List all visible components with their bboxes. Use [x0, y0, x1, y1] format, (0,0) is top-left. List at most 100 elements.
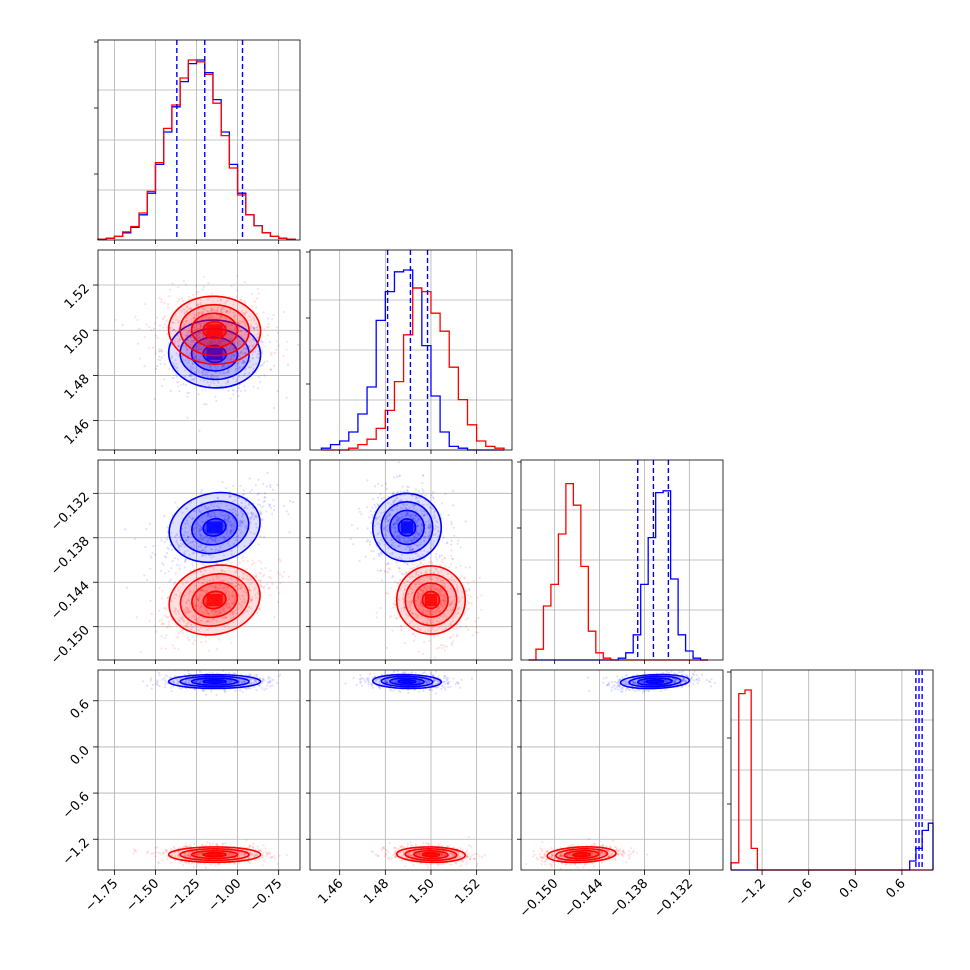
- sample-point: [251, 488, 254, 491]
- sample-point: [186, 531, 189, 534]
- sample-point: [237, 575, 241, 579]
- panel-frame: [97, 39, 301, 241]
- sample-point: [218, 342, 222, 345]
- sample-point: [230, 641, 233, 644]
- sample-point: [224, 589, 227, 592]
- sample-point: [206, 536, 209, 539]
- sample-point: [167, 303, 170, 306]
- sample-point: [413, 513, 416, 517]
- sample-point: [357, 507, 361, 510]
- sample-point: [432, 635, 436, 638]
- sample-point: [395, 558, 398, 561]
- sample-point: [175, 612, 178, 615]
- sample-point: [219, 299, 222, 302]
- sample-point: [244, 300, 247, 304]
- sample-point: [419, 508, 422, 512]
- sample-point: [174, 535, 177, 538]
- sample-point: [222, 307, 225, 310]
- sample-point: [266, 334, 269, 337]
- sample-point: [184, 283, 187, 286]
- sample-point: [396, 515, 399, 518]
- sample-point: [214, 322, 217, 325]
- sample-point: [210, 310, 213, 313]
- sample-point: [282, 504, 286, 508]
- sample-point: [223, 538, 226, 541]
- sample-point: [514, 625, 516, 627]
- sample-point: [224, 372, 227, 375]
- sample-point: [136, 342, 140, 345]
- sample-point: [204, 372, 207, 375]
- sample-point: [435, 519, 438, 523]
- sample-point: [169, 288, 172, 291]
- sample-point: [268, 587, 271, 590]
- sample-point: [160, 384, 164, 388]
- sample-point: [177, 619, 180, 622]
- sample-point: [226, 349, 229, 352]
- sample-point: [417, 563, 421, 567]
- sample-point: [165, 551, 169, 555]
- sample-point: [411, 557, 414, 560]
- sample-point: [255, 514, 258, 517]
- sample-point: [385, 563, 388, 566]
- sample-point: [403, 641, 406, 645]
- sample-point: [227, 598, 231, 601]
- red-contour: [179, 573, 250, 627]
- sample-point: [235, 581, 238, 584]
- sample-point: [187, 332, 190, 335]
- sample-point: [198, 525, 202, 528]
- sample-point: [186, 348, 189, 351]
- sample-point: [398, 475, 401, 478]
- sample-point: [239, 522, 242, 525]
- sample-point: [185, 320, 188, 323]
- sample-point: [230, 523, 233, 527]
- sample-point: [241, 352, 244, 355]
- sample-point: [185, 557, 188, 561]
- sample-point: [252, 512, 255, 515]
- sample-point: [222, 351, 225, 354]
- sample-point: [233, 862, 237, 865]
- sample-point: [195, 595, 198, 598]
- sample-point: [256, 332, 260, 336]
- sample-point: [385, 528, 388, 531]
- sample-point: [196, 304, 200, 307]
- sample-point: [231, 610, 235, 614]
- sample-point: [227, 348, 230, 351]
- sample-point: [201, 563, 205, 566]
- sample-point: [257, 492, 261, 495]
- sample-point: [208, 340, 211, 343]
- sample-point: [227, 590, 231, 594]
- sample-point: [177, 327, 180, 331]
- sample-point: [441, 561, 444, 564]
- sample-point: [217, 341, 220, 344]
- sample-point: [184, 334, 187, 337]
- sample-point: [414, 537, 418, 540]
- sample-point: [204, 319, 207, 322]
- sample-point: [200, 525, 203, 529]
- sample-point: [187, 638, 191, 642]
- sample-point: [210, 341, 213, 344]
- sample-point: [184, 559, 187, 563]
- sample-point: [191, 518, 194, 521]
- sample-point: [160, 647, 163, 650]
- sample-point: [242, 489, 245, 492]
- sample-point: [270, 512, 274, 515]
- sample-point: [198, 510, 201, 513]
- sample-point: [371, 516, 374, 519]
- sample-point: [223, 570, 226, 573]
- sample-point: [203, 535, 206, 539]
- sample-point: [217, 613, 220, 616]
- sample-point: [208, 841, 211, 845]
- sample-point: [165, 616, 168, 619]
- sample-point: [183, 328, 186, 331]
- sample-point: [190, 546, 193, 549]
- sample-point: [192, 378, 195, 381]
- sample-point: [175, 375, 179, 379]
- sample-point: [254, 587, 257, 590]
- sample-point: [195, 345, 198, 348]
- sample-point: [192, 352, 195, 355]
- sample-point: [428, 524, 431, 527]
- sample-point: [194, 624, 197, 627]
- sample-point: [186, 636, 189, 639]
- sample-point: [176, 381, 179, 384]
- sample-point: [378, 515, 381, 518]
